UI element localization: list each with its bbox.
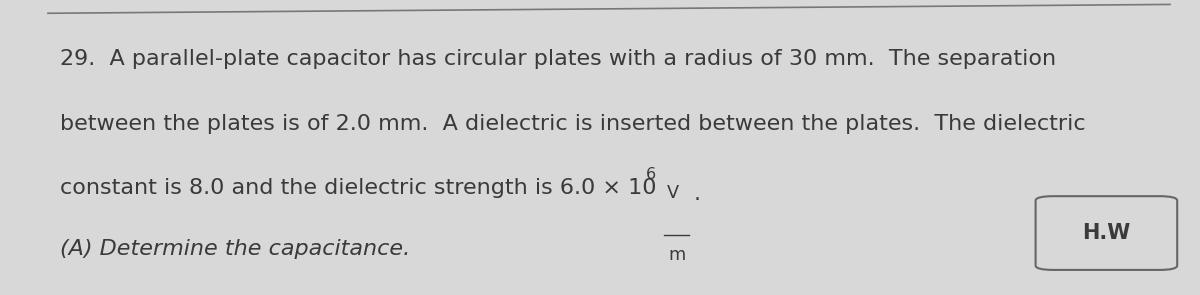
Text: H.W: H.W — [1082, 223, 1130, 243]
Text: constant is 8.0 and the dielectric strength is 6.0 × 10: constant is 8.0 and the dielectric stren… — [60, 178, 656, 199]
Text: (A) Determine the capacitance.: (A) Determine the capacitance. — [60, 239, 410, 259]
Text: m: m — [668, 246, 685, 264]
Text: 6: 6 — [646, 167, 655, 182]
Text: .: . — [694, 184, 701, 204]
Text: V: V — [667, 184, 679, 202]
Text: 29.  A parallel-plate capacitor has circular plates with a radius of 30 mm.  The: 29. A parallel-plate capacitor has circu… — [60, 49, 1056, 69]
Text: between the plates is of 2.0 mm.  A dielectric is inserted between the plates.  : between the plates is of 2.0 mm. A diele… — [60, 114, 1086, 134]
FancyBboxPatch shape — [1036, 196, 1177, 270]
